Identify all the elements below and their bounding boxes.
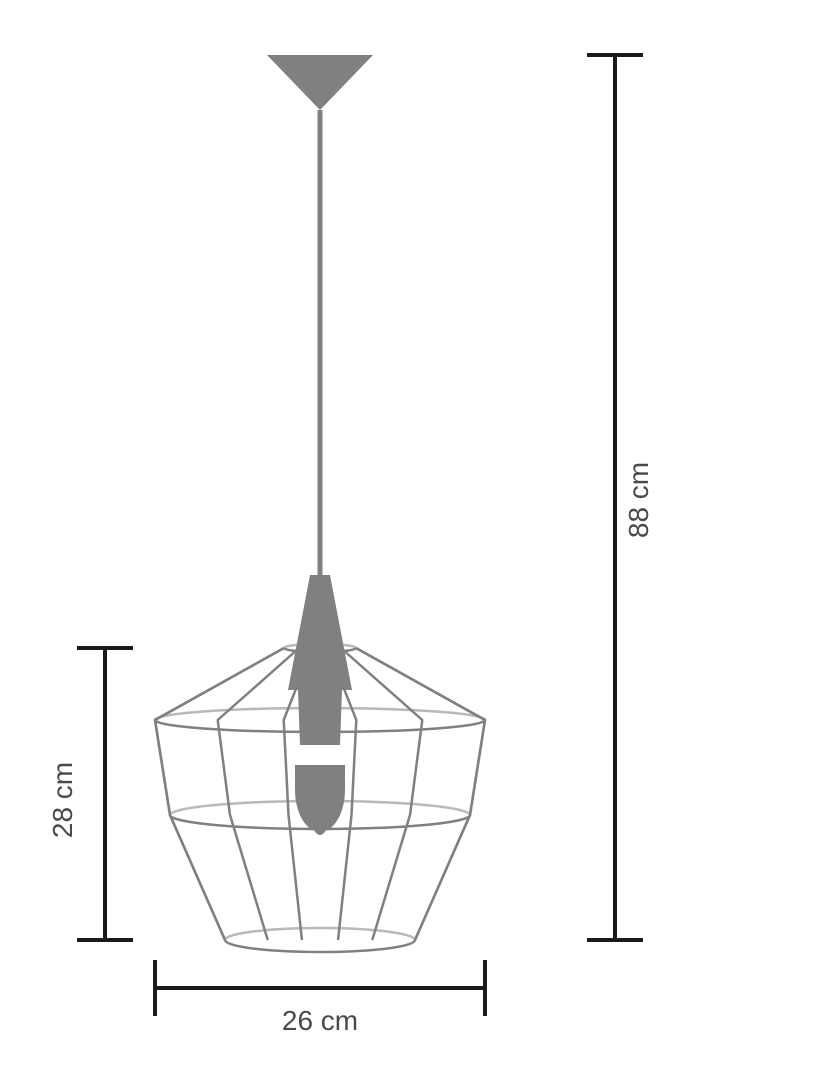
socket [298, 690, 342, 745]
canopy [267, 55, 373, 110]
dim-shade-width: 26 cm [155, 960, 485, 1036]
dim-shade-height: 28 cm [47, 648, 133, 940]
lamp-dimension-diagram: 88 cm 28 cm 26 cm [0, 0, 830, 1080]
bulb-body [295, 765, 345, 832]
dim-total-height: 88 cm [587, 55, 654, 940]
dim-total-height-label: 88 cm [623, 462, 654, 538]
neck-cone [288, 575, 352, 690]
diagram-stage: 88 cm 28 cm 26 cm [0, 0, 830, 1080]
dim-shade-width-label: 26 cm [282, 1005, 358, 1036]
bulb-tip [312, 826, 328, 835]
dim-shade-height-label: 28 cm [47, 762, 78, 838]
